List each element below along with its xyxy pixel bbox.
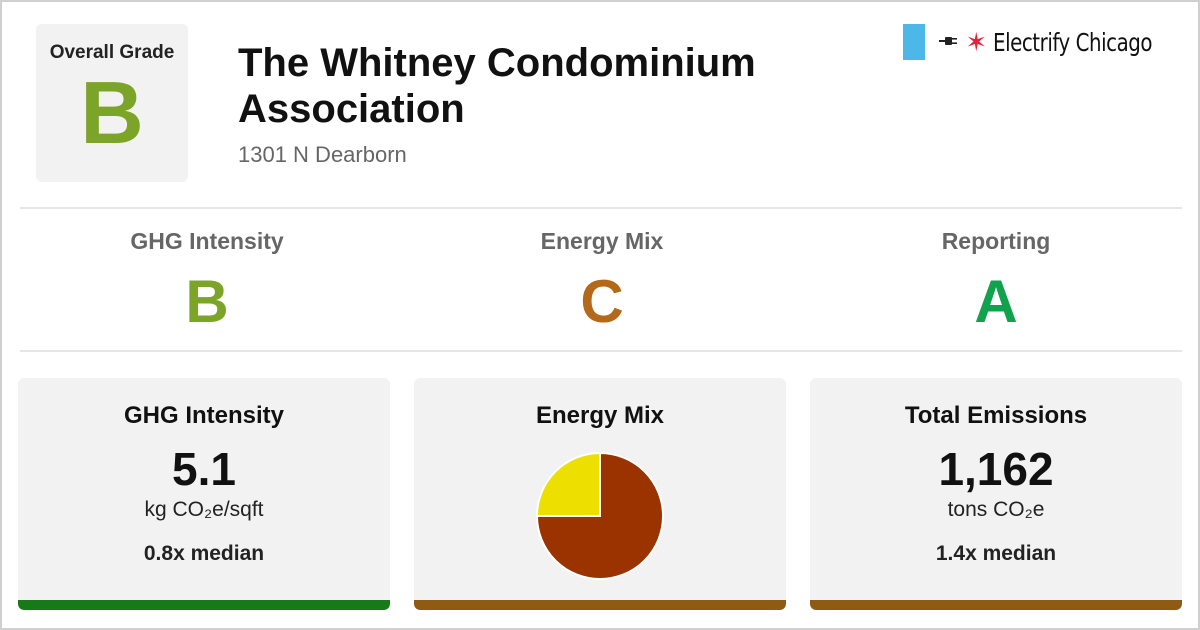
grade-value: A xyxy=(974,268,1018,335)
reporting-grade: Reporting A xyxy=(846,228,1146,337)
total-emissions-card: Total Emissions 1,162 tons CO₂e 1.4x med… xyxy=(810,378,1182,610)
energy-mix-bar xyxy=(414,600,786,610)
card-title: GHG Intensity xyxy=(123,402,285,429)
pie-slice-1 xyxy=(535,451,601,517)
building-name: The Whitney Condominium Association xyxy=(238,41,756,131)
total-emissions-unit: tons CO₂e xyxy=(947,498,1045,521)
building-address: 1301 N Dearborn xyxy=(238,142,407,167)
plug-icon xyxy=(939,32,959,53)
energy-mix-pie-chart xyxy=(535,451,664,580)
logo-text: Electrify Chicago xyxy=(993,27,1153,57)
overall-grade-value: B xyxy=(80,63,144,162)
overall-grade-box: Overall Grade B xyxy=(36,24,188,182)
chicago-flag-stripe-icon xyxy=(903,24,926,60)
energy-mix-card: Energy Mix xyxy=(414,378,786,610)
energy-mix-grade: Energy Mix C xyxy=(452,228,752,337)
total-emissions-bar xyxy=(810,600,1182,610)
card-title: Total Emissions xyxy=(904,402,1088,429)
ghg-intensity-grade: GHG Intensity B xyxy=(57,228,357,337)
ghg-intensity-value: 5.1 xyxy=(172,443,236,495)
chicago-star-icon: ✶ xyxy=(965,27,988,57)
ghg-intensity-median: 0.8x median xyxy=(143,542,265,565)
grade-label: GHG Intensity xyxy=(130,228,284,254)
total-emissions-value: 1,162 xyxy=(938,443,1054,495)
ghg-intensity-card: GHG Intensity 5.1 kg CO₂e/sqft 0.8x medi… xyxy=(18,378,390,610)
divider-top xyxy=(20,207,1182,209)
ghg-intensity-bar xyxy=(18,600,390,610)
grade-label: Reporting xyxy=(941,228,1051,254)
total-emissions-median: 1.4x median xyxy=(935,542,1057,565)
card-title: Energy Mix xyxy=(535,402,665,429)
ghg-intensity-unit: kg CO₂e/sqft xyxy=(144,498,264,521)
electrify-chicago-logo[interactable]: ✶ Electrify Chicago xyxy=(903,24,1174,60)
grade-label: Energy Mix xyxy=(540,228,664,254)
overall-grade-label: Overall Grade xyxy=(49,42,175,63)
divider-bottom xyxy=(20,350,1182,352)
grade-value: C xyxy=(580,268,624,335)
grade-value: B xyxy=(185,268,229,335)
